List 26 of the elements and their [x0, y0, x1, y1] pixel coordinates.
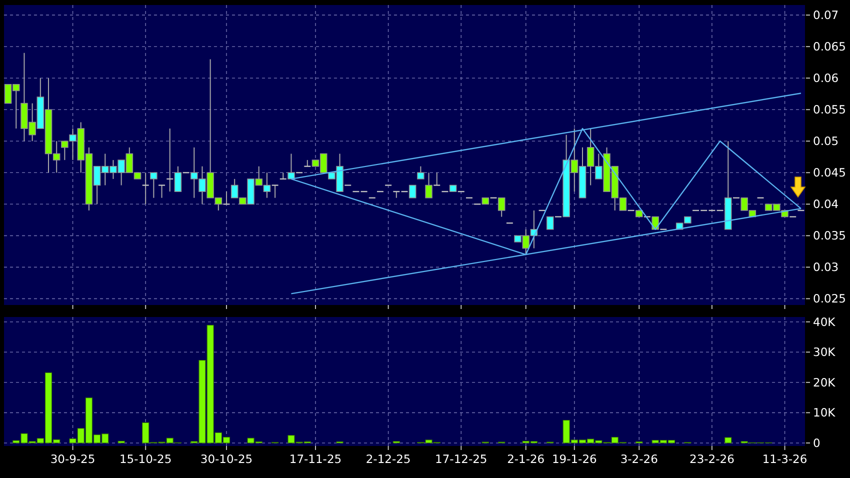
y-tick-label: 0.065 [813, 40, 846, 54]
y-tick-label: 30K [813, 345, 836, 360]
y-tick-label: 0.055 [813, 102, 846, 117]
y-tick-label: 0.05 [813, 134, 839, 148]
y-tick-label: 0 [813, 436, 820, 450]
x-tick-label: 19-1-26 [552, 452, 597, 466]
y-tick-label: 0.04 [813, 197, 839, 212]
y-tick-label: 40K [813, 314, 836, 329]
y-tick-label: 0.06 [813, 71, 839, 86]
x-tick-label: 2-12-25 [366, 452, 411, 466]
x-tick-label: 15-10-25 [119, 452, 172, 466]
y-tick-label: 10K [813, 406, 836, 420]
y-tick-label: 0.045 [813, 166, 846, 180]
y-tick-label: 20K [813, 375, 836, 390]
x-tick-label: 30-10-25 [200, 452, 253, 466]
x-tick-label: 2-1-26 [507, 452, 545, 466]
y-tick-label: 0.035 [813, 228, 846, 243]
x-tick-label: 11-3-26 [762, 452, 808, 466]
x-tick-label: 3-2-26 [620, 452, 658, 466]
x-tick-label: 17-12-25 [435, 452, 488, 466]
y-tick-label: 0.07 [813, 8, 839, 22]
x-tick-label: 30-9-25 [50, 452, 96, 466]
y-tick-label: 0.03 [813, 260, 839, 274]
x-tick-label: 23-2-26 [690, 452, 734, 466]
y-tick-label: 0.025 [813, 292, 846, 306]
x-tick-label: 17-11-25 [289, 452, 342, 466]
